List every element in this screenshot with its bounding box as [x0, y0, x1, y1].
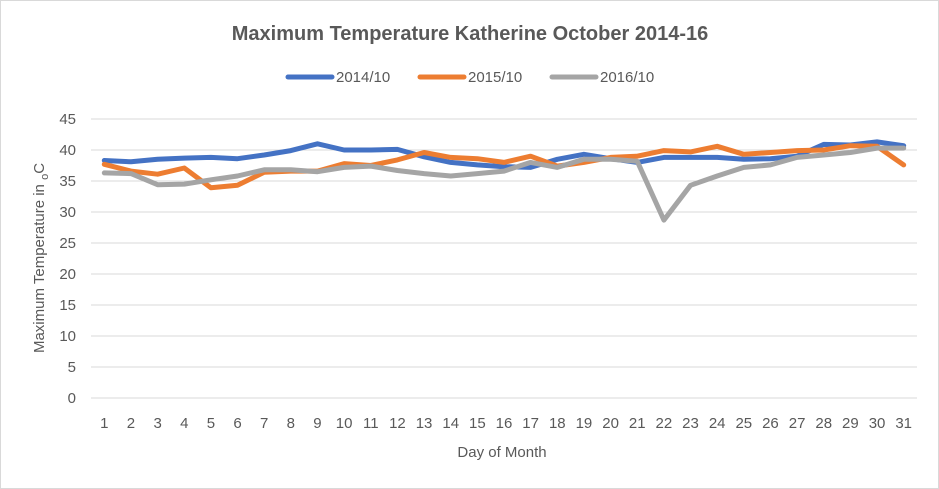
x-tick-label: 15 [469, 415, 486, 432]
x-tick-label: 30 [869, 415, 886, 432]
x-axis-label: Day of Month [457, 444, 546, 461]
y-tick-label: 10 [59, 328, 76, 345]
y-tick-label: 5 [68, 359, 76, 376]
x-tick-label: 14 [442, 415, 459, 432]
x-tick-label: 11 [363, 415, 379, 432]
x-tick-label: 13 [416, 415, 433, 432]
x-tick-label: 20 [602, 415, 619, 432]
x-tick-label: 28 [815, 415, 832, 432]
legend-label-2014-10: 2014/10 [336, 69, 390, 86]
series-lines [101, 139, 907, 223]
x-tick-label: 6 [233, 415, 241, 432]
chart-title: Maximum Temperature Katherine October 20… [232, 23, 708, 45]
x-tick-label: 9 [313, 415, 321, 432]
y-tick-label: 20 [59, 266, 76, 283]
x-tick-label: 1 [100, 415, 108, 432]
legend-label-2015-10: 2015/10 [468, 69, 522, 86]
series-line-2016-10 [101, 145, 907, 223]
x-tick-label: 31 [895, 415, 912, 432]
y-tick-label: 35 [59, 173, 76, 190]
y-tick-labels: 0 5 10 15 20 25 30 35 40 45 [59, 111, 76, 407]
x-tick-label: 24 [709, 415, 726, 432]
series-line-2015-10 [101, 143, 907, 191]
y-axis-label-sub: o [39, 174, 51, 180]
x-tick-label: 29 [842, 415, 859, 432]
x-tick-label: 16 [496, 415, 513, 432]
x-tick-label: 8 [287, 415, 295, 432]
x-tick-label: 18 [549, 415, 566, 432]
x-tick-label: 5 [207, 415, 215, 432]
x-tick-label: 19 [576, 415, 593, 432]
gridlines [91, 118, 917, 399]
y-axis-label-tail: C [31, 163, 48, 174]
y-axis-label: Maximum Temperature in oC [31, 163, 51, 353]
x-tick-label: 23 [682, 415, 699, 432]
series-line-2014-10 [101, 139, 907, 170]
x-tick-label: 27 [789, 415, 806, 432]
x-tick-label: 17 [522, 415, 539, 432]
legend-label-2016-10: 2016/10 [600, 69, 654, 86]
x-tick-label: 21 [629, 415, 646, 432]
x-tick-label: 25 [735, 415, 752, 432]
x-tick-label: 12 [389, 415, 406, 432]
x-tick-label: 22 [656, 415, 673, 432]
x-tick-label: 3 [153, 415, 161, 432]
y-tick-label: 0 [68, 390, 76, 407]
y-tick-label: 25 [59, 235, 76, 252]
x-tick-label: 4 [180, 415, 188, 432]
x-tick-label: 2 [127, 415, 135, 432]
x-tick-label: 10 [336, 415, 353, 432]
y-tick-label: 45 [59, 111, 76, 128]
x-tick-label: 26 [762, 415, 779, 432]
x-tick-label: 7 [260, 415, 268, 432]
y-axis-label-main: Maximum Temperature in [31, 180, 48, 353]
y-tick-label: 30 [59, 204, 76, 221]
x-tick-labels: 1 2 3 4 5 6 7 8 9 10 11 12 13 14 15 16 17 18 19 20 21 22 23 24 2… [100, 415, 912, 432]
y-tick-label: 40 [59, 142, 76, 159]
y-tick-label: 15 [59, 297, 76, 314]
legend: 2014/10 2015/10 2016/10 [285, 69, 654, 86]
